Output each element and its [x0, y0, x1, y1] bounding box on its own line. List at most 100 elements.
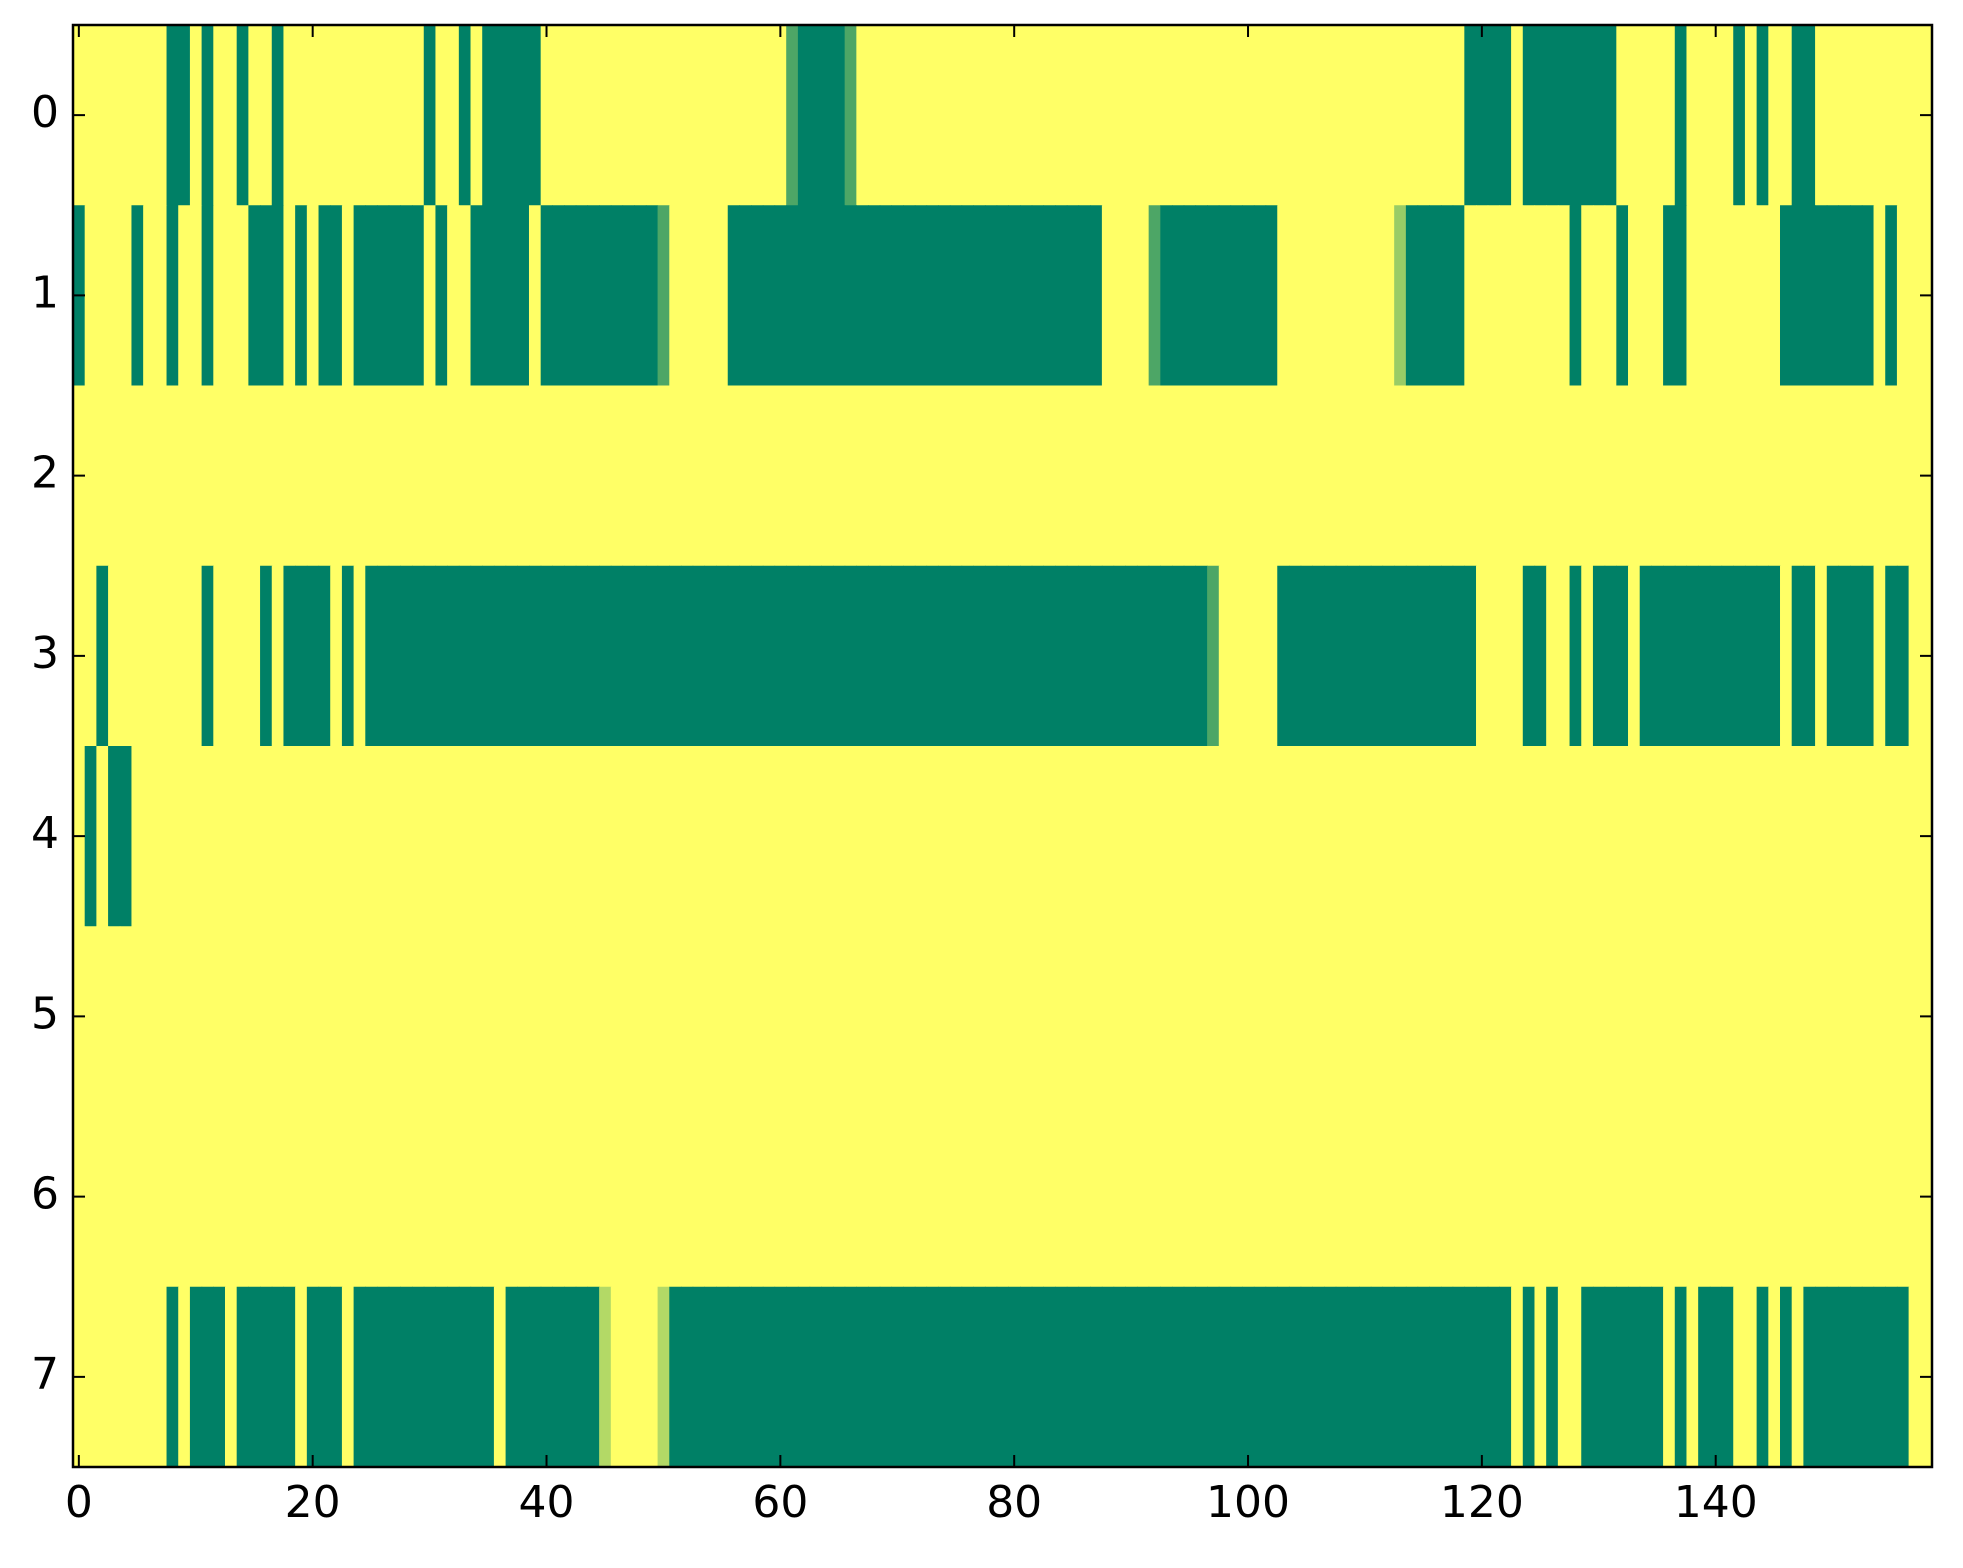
heatmap-cell	[1324, 1106, 1337, 1288]
heatmap-cell	[809, 1106, 822, 1288]
heatmap-cell	[727, 25, 741, 206]
heatmap-cell	[1721, 746, 1734, 927]
heatmap-cell	[423, 205, 437, 387]
heatmap-cell	[295, 746, 308, 927]
heatmap-cell	[458, 926, 472, 1108]
heatmap-cell	[657, 565, 670, 747]
heatmap-cell	[435, 1106, 448, 1288]
heatmap-cell	[84, 205, 97, 387]
heatmap-cell	[178, 205, 191, 387]
heatmap-cell	[634, 1106, 647, 1288]
heatmap-cell	[470, 1106, 483, 1288]
heatmap-cell	[751, 565, 764, 747]
heatmap-cell	[1791, 1286, 1804, 1468]
heatmap-cell	[891, 1286, 904, 1468]
heatmap-cell	[1733, 25, 1746, 206]
heatmap-cell	[1300, 926, 1313, 1108]
heatmap-cell	[879, 565, 893, 747]
heatmap-cell	[1709, 746, 1723, 927]
heatmap-cell	[1300, 25, 1313, 206]
heatmap-cell	[1780, 565, 1793, 747]
heatmap-cell	[1066, 926, 1080, 1108]
heatmap-cell	[774, 746, 787, 927]
heatmap-cell	[1370, 1106, 1384, 1288]
heatmap-cell	[996, 25, 1009, 206]
heatmap-cell	[178, 1106, 191, 1288]
heatmap-cell	[423, 25, 437, 206]
heatmap-cell	[1756, 385, 1769, 567]
heatmap-cell	[1791, 25, 1804, 206]
heatmap-cell	[914, 1106, 928, 1288]
heatmap-cell	[1043, 926, 1056, 1108]
heatmap-cell	[762, 746, 776, 927]
heatmap-cell	[1826, 1286, 1840, 1468]
heatmap-cell	[1440, 565, 1454, 747]
heatmap-cell	[1826, 926, 1840, 1108]
heatmap-cell	[1592, 25, 1606, 206]
heatmap-cell	[797, 926, 811, 1108]
heatmap-cell	[1768, 1106, 1781, 1288]
heatmap-cell	[1522, 926, 1536, 1108]
heatmap-cell	[1628, 1286, 1641, 1468]
heatmap-cell	[1101, 385, 1115, 567]
heatmap-cells	[73, 25, 1933, 1468]
heatmap-cell	[821, 746, 834, 927]
heatmap-cell	[1160, 565, 1173, 747]
heatmap-cell	[634, 205, 647, 387]
x-tick-label: 0	[65, 1477, 93, 1528]
heatmap-cell	[412, 746, 425, 927]
heatmap-cell	[552, 1106, 565, 1288]
heatmap-cell	[903, 25, 916, 206]
heatmap-cell	[1160, 385, 1173, 567]
heatmap-cell	[1136, 1106, 1150, 1288]
heatmap-cell	[984, 1286, 998, 1468]
heatmap-cell	[1476, 746, 1489, 927]
heatmap-cell	[1253, 565, 1267, 747]
x-tick-label: 140	[1674, 1477, 1758, 1528]
heatmap-cell	[1335, 746, 1349, 927]
heatmap-cell	[1628, 746, 1641, 927]
heatmap-cell	[1207, 1106, 1220, 1288]
heatmap-cell	[1172, 25, 1185, 206]
heatmap-cell	[1078, 205, 1091, 387]
heatmap-cell	[540, 746, 553, 927]
heatmap-cell	[1639, 25, 1652, 206]
heatmap-cell	[96, 385, 109, 567]
heatmap-cell	[564, 25, 577, 206]
heatmap-cell	[1382, 205, 1395, 387]
heatmap-cell	[528, 1286, 542, 1468]
heatmap-cell	[1826, 385, 1840, 567]
heatmap-cell	[493, 565, 507, 747]
heatmap-cell	[914, 926, 928, 1108]
heatmap-cell	[400, 1286, 413, 1468]
heatmap-cell	[1873, 1106, 1886, 1288]
heatmap-cell	[844, 926, 857, 1108]
heatmap-cell	[1733, 385, 1746, 567]
heatmap-cell	[1604, 385, 1617, 567]
heatmap-cell	[680, 205, 694, 387]
heatmap-cell	[856, 1106, 869, 1288]
heatmap-cell	[517, 205, 530, 387]
heatmap-cell	[1581, 746, 1594, 927]
heatmap-cell	[984, 565, 998, 747]
heatmap-cell	[1744, 565, 1758, 747]
heatmap-cell	[330, 1106, 343, 1288]
heatmap-cell	[306, 926, 320, 1108]
heatmap-cell	[1207, 746, 1220, 927]
heatmap-cell	[435, 1286, 448, 1468]
heatmap-cell	[143, 25, 156, 206]
heatmap-cell	[762, 385, 776, 567]
heatmap-cell	[540, 205, 553, 387]
heatmap-cell	[1756, 205, 1769, 387]
heatmap-cell	[1253, 746, 1267, 927]
heatmap-cell	[1581, 205, 1594, 387]
heatmap-cell	[1815, 1106, 1828, 1288]
heatmap-cell	[1639, 746, 1652, 927]
heatmap-cell	[599, 565, 612, 747]
heatmap-cell	[1581, 1286, 1594, 1468]
heatmap-cell	[1452, 746, 1465, 927]
heatmap-cell	[1464, 1286, 1477, 1468]
heatmap-cell	[1195, 926, 1208, 1108]
heatmap-cell	[704, 385, 717, 567]
heatmap-cell	[271, 746, 285, 927]
